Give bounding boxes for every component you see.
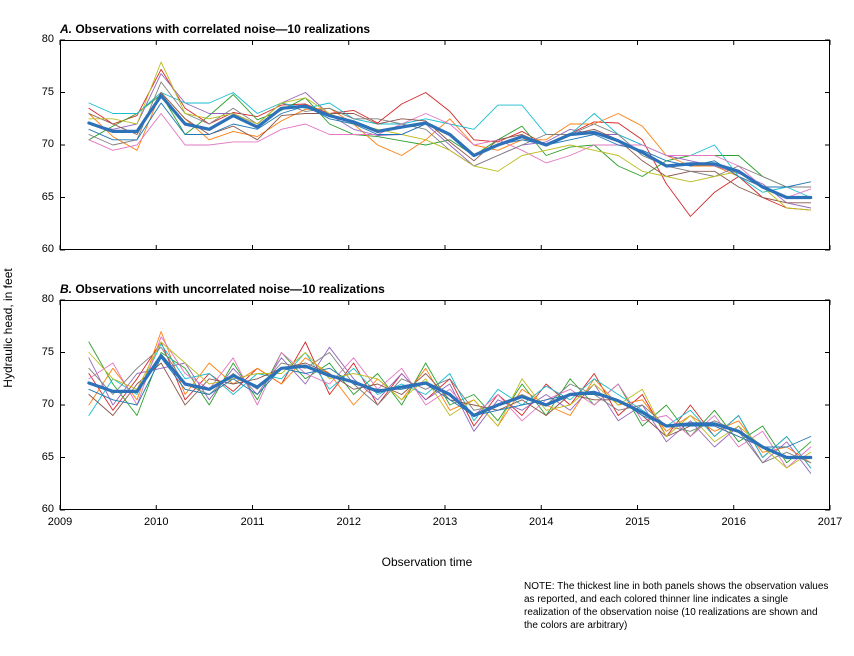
x-tick-label: 2017 (810, 516, 850, 528)
lines-svg (0, 0, 854, 656)
x-tick-label: 2012 (329, 516, 369, 528)
y-tick-label: 60 (24, 503, 54, 515)
y-tick-label: 60 (24, 243, 54, 255)
y-tick-label: 75 (24, 86, 54, 98)
x-tick-label: 2016 (714, 516, 754, 528)
y-tick-label: 70 (24, 138, 54, 150)
x-tick-label: 2010 (136, 516, 176, 528)
y-tick-label: 65 (24, 191, 54, 203)
figure-root: Hydraulic head, in feet A. Observations … (0, 0, 854, 656)
x-tick-label: 2014 (521, 516, 561, 528)
x-tick-label: 2011 (233, 516, 273, 528)
y-tick-label: 65 (24, 451, 54, 463)
y-tick-label: 80 (24, 33, 54, 45)
y-tick-label: 80 (24, 293, 54, 305)
x-tick-label: 2009 (40, 516, 80, 528)
x-tick-label: 2015 (618, 516, 658, 528)
y-tick-label: 70 (24, 398, 54, 410)
y-tick-label: 75 (24, 346, 54, 358)
x-tick-label: 2013 (425, 516, 465, 528)
